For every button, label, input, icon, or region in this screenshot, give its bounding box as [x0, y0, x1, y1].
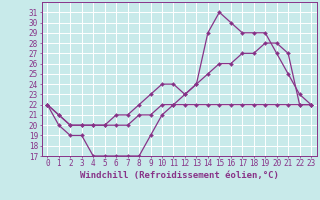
X-axis label: Windchill (Refroidissement éolien,°C): Windchill (Refroidissement éolien,°C) — [80, 171, 279, 180]
